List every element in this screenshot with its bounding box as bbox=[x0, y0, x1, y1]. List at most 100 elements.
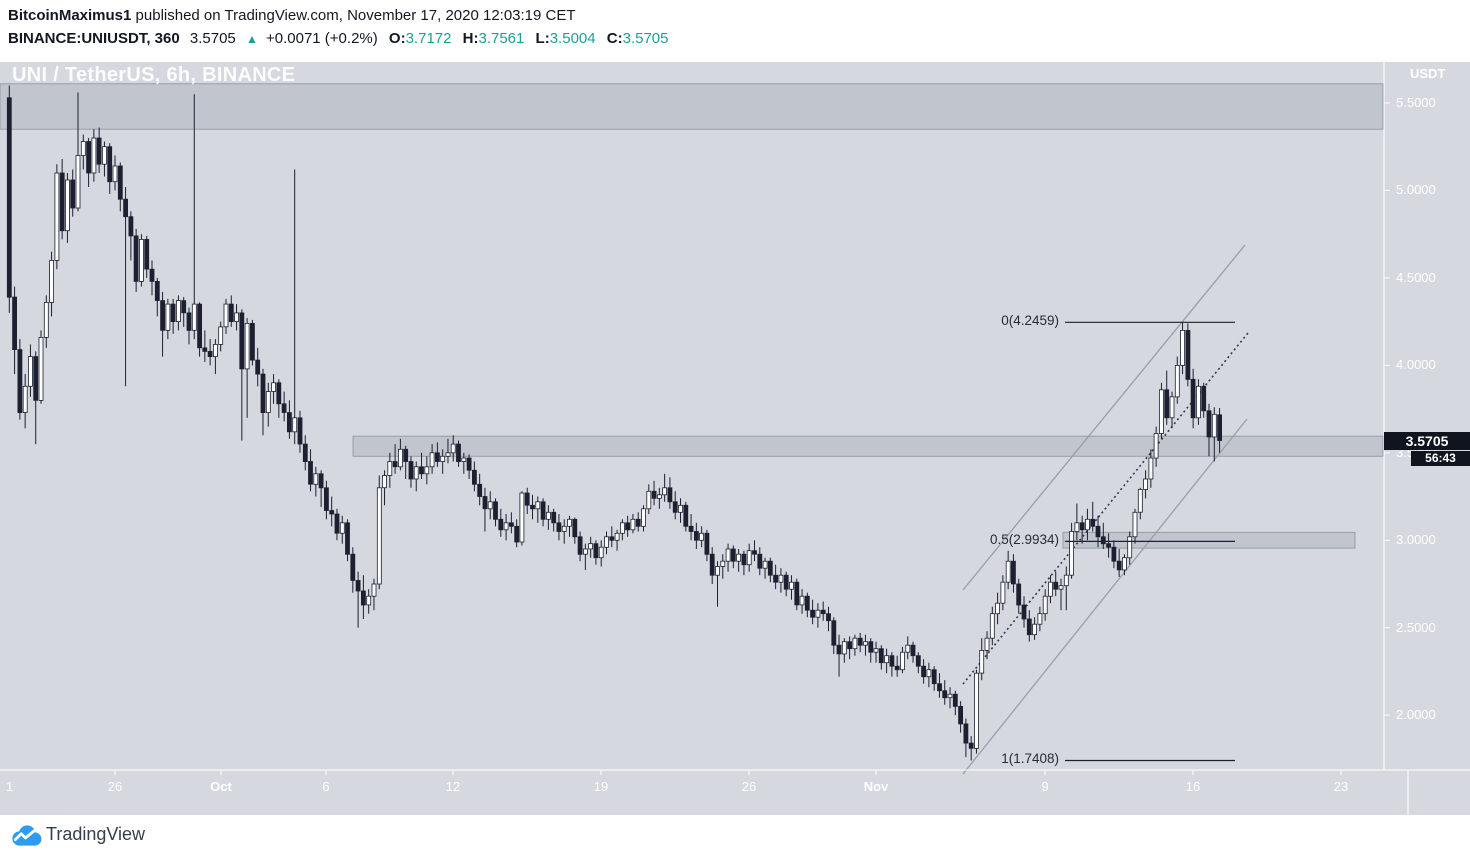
candle bbox=[1106, 543, 1111, 548]
candle bbox=[239, 312, 245, 370]
time-axis-label: 16 bbox=[1185, 779, 1201, 794]
candle bbox=[265, 391, 271, 414]
resistance-zone-mid bbox=[352, 435, 1384, 457]
candle bbox=[466, 457, 472, 471]
candle bbox=[852, 637, 858, 650]
candle bbox=[630, 518, 636, 531]
candle bbox=[884, 655, 889, 664]
candle bbox=[1137, 489, 1143, 513]
candle bbox=[868, 641, 874, 653]
candle bbox=[942, 690, 948, 699]
candle bbox=[614, 532, 620, 541]
candlestick-chart[interactable] bbox=[0, 62, 1470, 815]
time-axis-label: 26 bbox=[107, 779, 123, 794]
candle bbox=[223, 303, 229, 328]
candle bbox=[112, 165, 118, 183]
candle bbox=[1143, 478, 1148, 490]
candle bbox=[6, 97, 12, 298]
candle bbox=[1074, 522, 1080, 532]
candle bbox=[1026, 618, 1032, 636]
candle bbox=[995, 602, 1000, 615]
candle bbox=[218, 326, 224, 345]
candle bbox=[847, 641, 852, 650]
candle bbox=[989, 613, 995, 639]
candle bbox=[191, 303, 197, 331]
tradingview-logo-text[interactable]: TradingView bbox=[46, 824, 146, 844]
candle bbox=[757, 553, 763, 569]
candle bbox=[360, 590, 366, 606]
snapshot-footer: TradingView bbox=[0, 815, 1470, 857]
candle bbox=[96, 137, 102, 165]
byline: BitcoinMaximus1 published on TradingView… bbox=[8, 7, 576, 24]
time-axis-label: 19 bbox=[593, 779, 609, 794]
candle bbox=[234, 312, 240, 322]
candle bbox=[43, 301, 49, 338]
candle bbox=[968, 742, 974, 749]
snapshot-header: BitcoinMaximus1 published on TradingView… bbox=[0, 0, 1470, 62]
candle bbox=[1063, 574, 1069, 587]
candle bbox=[160, 300, 166, 331]
fib-label-0.5: 0.5(2.9934) bbox=[989, 532, 1059, 548]
candle bbox=[493, 501, 498, 520]
tradingview-cloud-logo-icon[interactable] bbox=[10, 824, 42, 847]
candle bbox=[947, 693, 953, 699]
candle bbox=[1174, 364, 1180, 398]
candle bbox=[419, 466, 424, 475]
candle bbox=[477, 483, 483, 497]
candle bbox=[524, 492, 530, 506]
candle bbox=[683, 504, 689, 527]
candle bbox=[720, 560, 726, 567]
candle bbox=[17, 349, 23, 414]
candle bbox=[593, 543, 599, 559]
candle bbox=[952, 693, 958, 707]
price-axis-label: 2.0000 bbox=[1396, 707, 1436, 723]
candle bbox=[694, 531, 699, 541]
candle bbox=[535, 501, 541, 510]
candle bbox=[667, 487, 673, 503]
candle bbox=[551, 511, 557, 524]
candle bbox=[503, 522, 509, 531]
candle bbox=[556, 522, 562, 532]
price-up-arrow-icon: ▲ bbox=[245, 32, 258, 46]
candle bbox=[1000, 581, 1006, 604]
candle bbox=[752, 550, 757, 555]
candle bbox=[836, 644, 842, 655]
time-axis-label: Nov bbox=[863, 779, 889, 794]
candle bbox=[598, 546, 604, 559]
candle bbox=[387, 461, 393, 476]
candle bbox=[154, 280, 160, 301]
candle bbox=[508, 522, 514, 527]
candle bbox=[165, 303, 171, 331]
candle bbox=[408, 461, 414, 480]
candle bbox=[736, 553, 741, 562]
candle bbox=[863, 641, 868, 646]
candle bbox=[271, 382, 277, 392]
candle bbox=[1196, 385, 1201, 419]
candle bbox=[1111, 546, 1117, 562]
channel-upper-line bbox=[962, 244, 1246, 591]
candle bbox=[857, 637, 863, 646]
candle bbox=[49, 259, 54, 303]
candle bbox=[440, 455, 446, 462]
time-axis-label: 23 bbox=[1333, 779, 1349, 794]
candle bbox=[1100, 536, 1106, 545]
candle bbox=[1090, 518, 1096, 527]
candle bbox=[572, 518, 578, 538]
candle bbox=[963, 723, 969, 744]
chart-area[interactable]: UNI / TetherUS, 6h, BINANCE USDT 5.5000 5… bbox=[0, 62, 1470, 815]
candle bbox=[730, 548, 736, 562]
candle bbox=[1148, 457, 1154, 480]
candle bbox=[75, 155, 81, 209]
candle bbox=[38, 336, 44, 401]
channel-lower-line bbox=[962, 418, 1248, 775]
current-price-badge: 3.5705 bbox=[1384, 432, 1470, 450]
candle bbox=[1079, 522, 1085, 531]
candle bbox=[313, 473, 319, 485]
candle bbox=[878, 648, 884, 664]
candle bbox=[979, 650, 985, 674]
candle bbox=[1016, 583, 1022, 606]
candle bbox=[762, 560, 768, 569]
candle bbox=[202, 347, 208, 352]
time-axis-label: 9 bbox=[1041, 779, 1049, 794]
candle bbox=[767, 560, 773, 576]
